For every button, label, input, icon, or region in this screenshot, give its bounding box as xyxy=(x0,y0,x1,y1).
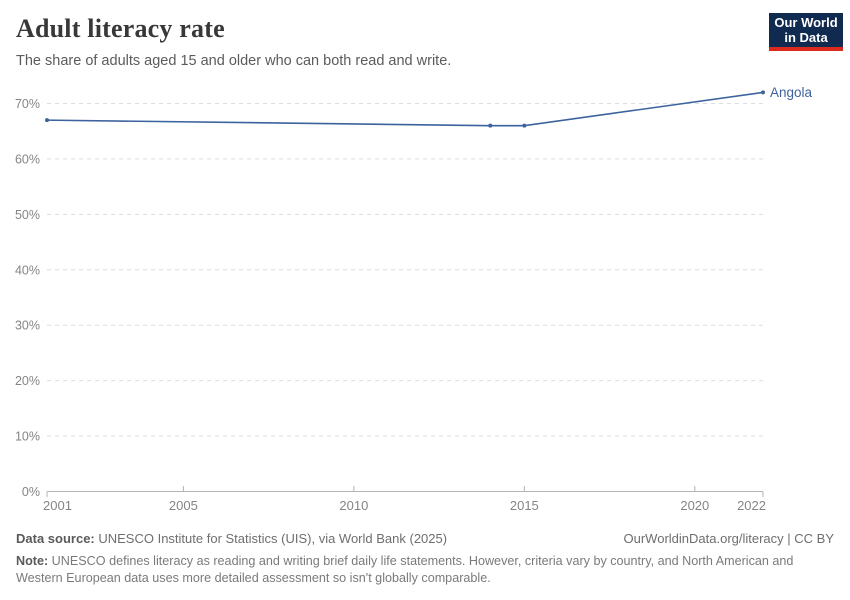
page-subtitle: The share of adults aged 15 and older wh… xyxy=(16,53,452,69)
x-tick-label: 2022 xyxy=(737,498,766,513)
x-tick-label: 2005 xyxy=(169,498,198,513)
data-source-label: Data source: xyxy=(16,531,95,546)
data-source: Data source: UNESCO Institute for Statis… xyxy=(16,531,447,546)
y-tick-label: 0% xyxy=(22,485,40,499)
chart-footer: Data source: UNESCO Institute for Statis… xyxy=(16,531,834,588)
data-point xyxy=(522,123,527,128)
x-tick-label: 2020 xyxy=(680,498,709,513)
owid-logo-line2: in Data xyxy=(784,30,828,45)
page-title: Adult literacy rate xyxy=(16,14,225,43)
owid-logo[interactable]: Our World in Data xyxy=(769,13,843,51)
y-tick-label: 30% xyxy=(15,319,40,333)
note-label: Note: xyxy=(16,554,49,568)
y-tick-label: 50% xyxy=(15,208,40,222)
note-text: UNESCO defines literacy as reading and w… xyxy=(16,554,794,586)
line-chart-canvas: 0% 10% 20% 30% 40% 50% 60% 70% 2001 2005 2010 2015 2… xyxy=(15,85,813,513)
y-tick-label: 20% xyxy=(15,374,40,388)
x-tick-label: 2015 xyxy=(510,498,539,513)
data-point xyxy=(45,118,49,123)
data-source-text: UNESCO Institute for Statistics (UIS), v… xyxy=(94,531,448,546)
y-tick-label: 10% xyxy=(15,430,40,444)
y-tick-label: 40% xyxy=(15,263,40,277)
x-tick-label: 2001 xyxy=(43,498,72,513)
data-line xyxy=(46,91,764,127)
owid-logo-line1: Our World xyxy=(774,15,838,30)
data-point xyxy=(488,123,493,128)
y-tick-label: 70% xyxy=(15,97,40,111)
data-point xyxy=(761,90,765,95)
chart-note: Note: UNESCO defines literacy as reading… xyxy=(16,553,834,588)
series-end-label: Angola xyxy=(770,85,813,100)
y-tick-label: 60% xyxy=(15,152,40,166)
citation-link: OurWorldinData.org/literacy | CC BY xyxy=(623,531,834,546)
x-tick-label: 2010 xyxy=(339,498,368,513)
